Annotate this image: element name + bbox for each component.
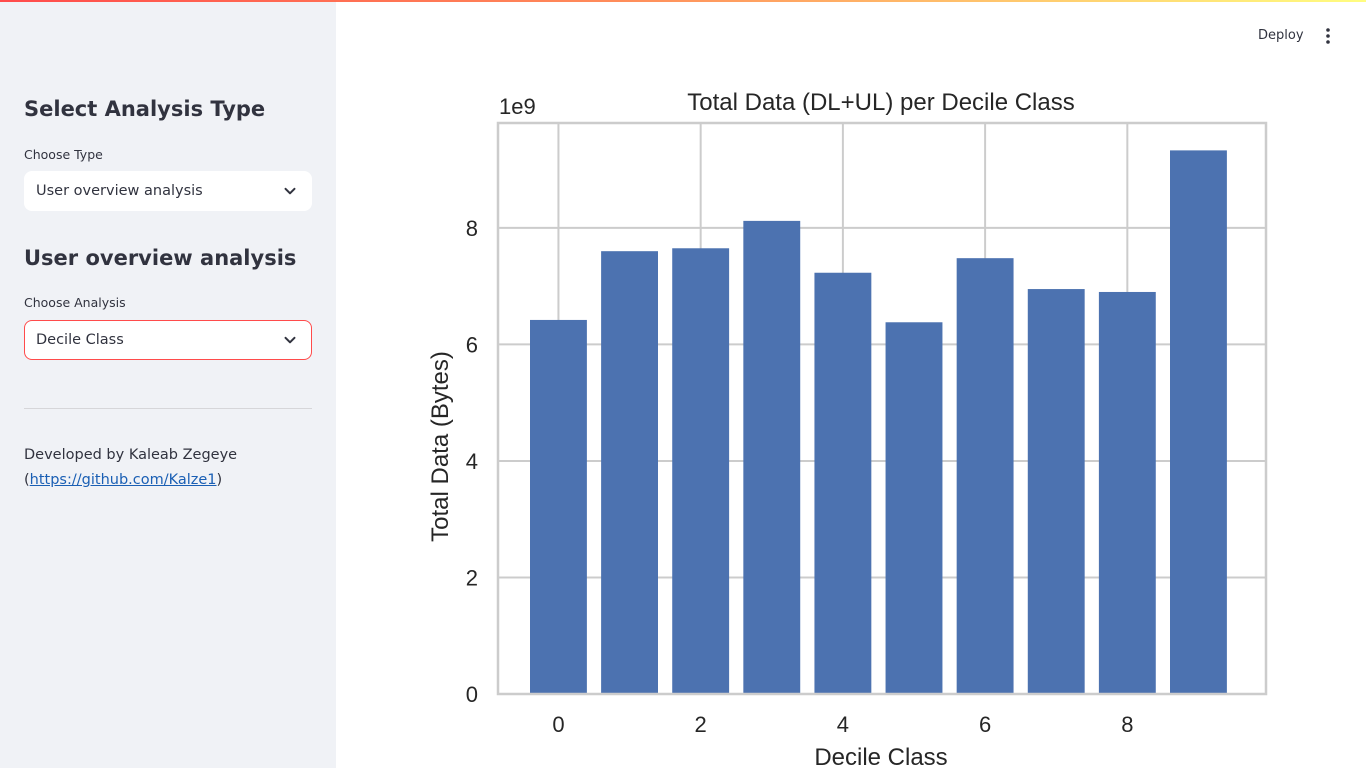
bar-decile-3 (743, 220, 801, 694)
x-tick-label: 4 (837, 712, 849, 737)
choose-type-value: User overview analysis (36, 183, 203, 199)
y-axis-label: Total Data (Bytes) (427, 351, 454, 542)
chevron-down-icon (284, 187, 296, 195)
chart-title: Total Data (DL+UL) per Decile Class (687, 89, 1074, 116)
bar-decile-4 (814, 272, 872, 694)
y-tick-label: 8 (466, 216, 478, 241)
y-tick-label: 4 (466, 449, 478, 474)
plot-frame (496, 121, 1268, 696)
choose-analysis-select[interactable]: Decile Class (24, 320, 312, 360)
bar-decile-7 (1027, 289, 1085, 694)
y-tick-label: 6 (466, 332, 478, 357)
sidebar: Select Analysis Type Choose Type User ov… (0, 0, 336, 768)
developer-name: Developed by Kaleab Zegeye (24, 447, 238, 463)
bar-decile-6 (956, 258, 1014, 694)
bar-decile-0 (530, 319, 587, 694)
x-axis-label: Decile Class (814, 744, 947, 768)
close-paren: ) (216, 472, 223, 488)
y-offset-label: 1e9 (499, 94, 536, 119)
deploy-button[interactable]: Deploy (1258, 28, 1304, 43)
analysis-type-heading: Select Analysis Type (24, 97, 266, 121)
decile-chart: 0 2 4 6 8 0 2 4 6 8 Total Data (DL+UL) per Decil… (360, 60, 1350, 771)
bar-decile-1 (601, 251, 658, 695)
bar-chart-svg: 0 2 4 6 8 0 2 4 6 8 Total Data (DL+UL) per Decil… (427, 89, 1268, 771)
top-decoration-bar (0, 0, 1366, 2)
bar-decile-2 (672, 248, 730, 695)
chevron-down-icon (284, 336, 296, 344)
x-tick-label: 6 (979, 712, 991, 737)
bar-decile-9 (1170, 150, 1227, 694)
github-link[interactable]: https://github.com/Kalze1 (29, 472, 217, 488)
bar-decile-5 (885, 322, 943, 694)
choose-type-label: Choose Type (24, 147, 103, 162)
choose-type-select[interactable]: User overview analysis (24, 171, 312, 211)
x-tick-label: 8 (1121, 712, 1133, 737)
y-tick-label: 0 (466, 682, 478, 707)
vertical-ellipsis-icon[interactable] (1318, 26, 1338, 46)
y-tick-label: 2 (466, 565, 478, 590)
x-tick-label: 0 (552, 712, 564, 737)
open-paren: ( (24, 472, 30, 488)
bar-decile-8 (1098, 291, 1156, 694)
x-tick-label: 2 (695, 712, 707, 737)
sidebar-divider (24, 408, 312, 409)
choose-analysis-value: Decile Class (36, 332, 124, 348)
choose-analysis-label: Choose Analysis (24, 295, 126, 310)
analysis-heading: User overview analysis (24, 246, 297, 270)
developer-credit: Developed by Kaleab Zegeye (https://gith… (24, 443, 314, 493)
